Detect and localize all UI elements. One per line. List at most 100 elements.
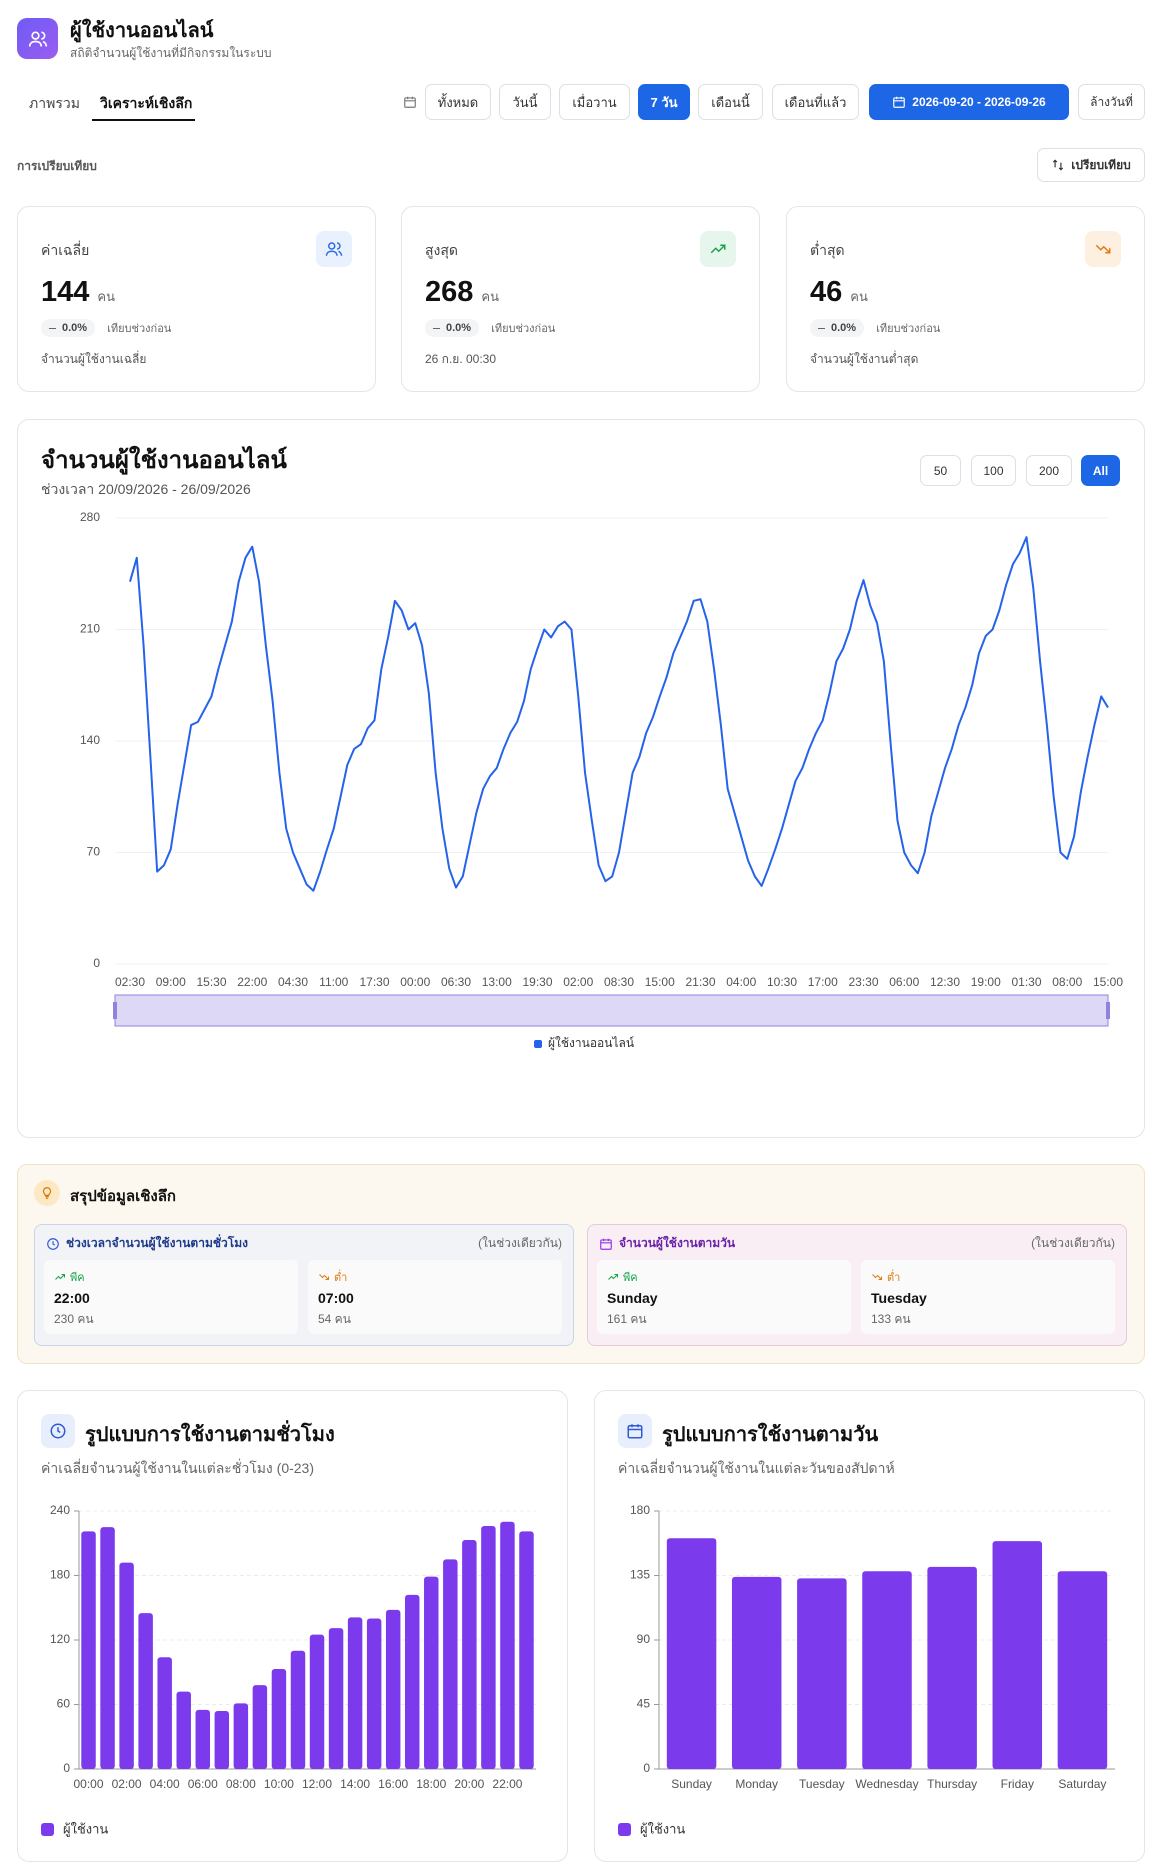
icon — [55, 1274, 65, 1280]
compare-button[interactable]: เปรียบเทียบ — [1037, 148, 1145, 182]
stat-value: 46 — [810, 276, 843, 308]
insight-item-value: Sunday — [607, 1290, 658, 1306]
stat-value-row: 268 คน — [425, 276, 499, 309]
icon — [325, 242, 343, 256]
insight-item-count: 54 คน — [318, 1312, 351, 1326]
card-icon — [41, 1414, 75, 1448]
icon-part — [404, 96, 416, 102]
icon-part — [50, 1423, 66, 1439]
icon-part — [628, 1424, 642, 1431]
icon — [28, 30, 47, 47]
insight-item-count: 133 คน — [871, 1312, 911, 1326]
icon-part — [608, 1274, 618, 1280]
chart-title: จำนวนผู้ใช้งานออนไลน์ — [41, 447, 287, 474]
tab-underline — [92, 119, 195, 121]
icon-part — [42, 1187, 52, 1199]
tab[interactable]: วิเคราะห์เชิงลึก — [100, 95, 193, 111]
compare-button-label: เปรียบเทียบ — [1071, 157, 1131, 172]
insight-item — [308, 1260, 562, 1334]
insight-item-label: ต่ำ — [887, 1272, 901, 1284]
insight-panel-header: จำนวนผู้ใช้งานตามวัน — [599, 1234, 735, 1253]
stat-unit: คน — [97, 289, 115, 304]
icon-part — [328, 242, 336, 250]
stat-value-row: 144 คน — [41, 276, 115, 309]
icon-part — [600, 1238, 612, 1250]
insight-item-label: พีค — [623, 1272, 638, 1284]
stat-change: 0.0% — [831, 322, 857, 334]
card-icon — [618, 1414, 652, 1448]
insight-item-label: ต่ำ — [334, 1272, 348, 1284]
icon-part — [47, 1237, 59, 1250]
insight-panel-note: (ในช่วงเดียวกัน) — [478, 1236, 562, 1250]
range-button[interactable]: 50 — [920, 455, 961, 486]
insight-item-label: พีค — [70, 1272, 85, 1284]
stat-change: 0.0% — [62, 322, 88, 334]
range-button[interactable]: 100 — [971, 455, 1016, 486]
insight-panel-note: (ในช่วงเดียวกัน) — [1031, 1236, 1115, 1250]
date-range-button[interactable]: 2026-09-20 - 2026-09-26 — [869, 84, 1069, 120]
icon — [608, 1274, 618, 1280]
chart-subtitle: ช่วงเวลา 20/09/2026 - 26/09/2026 — [41, 481, 251, 497]
stat-value: 144 — [41, 276, 90, 308]
stat-change-badge: 0.0% — [810, 319, 865, 337]
icon-part — [894, 96, 905, 102]
insight-item — [861, 1260, 1115, 1334]
stat-icon — [700, 231, 736, 267]
page-subtitle: สถิติจำนวนผู้ใช้งานที่มีกิจกรรมในระบบ — [70, 46, 272, 60]
range-button[interactable]: All — [1081, 455, 1120, 486]
insight-item-value: 22:00 — [54, 1290, 90, 1306]
icon — [872, 1274, 882, 1280]
chart-subtitle: ค่าเฉลี่ยจำนวนผู้ใช้งานในแต่ละชั่วโมง (0… — [41, 1460, 315, 1476]
app-icon — [17, 18, 58, 59]
icon — [1095, 244, 1111, 254]
filter-button[interactable]: ทั้งหมด — [425, 84, 491, 120]
clear-button[interactable]: ล้างวันที่ — [1078, 84, 1145, 120]
line-chart-card — [17, 419, 1145, 1138]
filter-button[interactable]: วันนี้ — [499, 84, 551, 120]
calendar-icon — [404, 96, 416, 108]
icon-part — [325, 242, 343, 256]
insight-item-count: 230 คน — [54, 1312, 94, 1326]
filter-button[interactable]: เดือนที่แล้ว — [772, 84, 859, 120]
insight-item-label-row: ต่ำ — [871, 1268, 900, 1286]
chart-title: รูปแบบการใช้งานตามวัน — [662, 1424, 879, 1446]
icon-part — [52, 1240, 56, 1246]
filter-button[interactable]: 7 วัน — [638, 84, 690, 120]
stat-change-note: เทียบช่วงก่อน — [107, 323, 172, 335]
icon — [627, 1424, 643, 1439]
stat-value-row: 46 คน — [810, 276, 868, 309]
range-button[interactable]: 200 — [1026, 455, 1072, 486]
icon-part — [627, 1425, 643, 1439]
filter-button[interactable]: เมื่อวาน — [559, 84, 630, 120]
dash-icon — [433, 327, 440, 329]
filter-button[interactable]: เดือนนี้ — [698, 84, 763, 120]
insight-item-value: Tuesday — [871, 1290, 927, 1306]
icon — [47, 1237, 59, 1250]
stat-change: 0.0% — [446, 322, 472, 334]
icon-part — [30, 30, 40, 40]
dash-icon — [49, 327, 56, 329]
tab[interactable]: ภาพรวม — [29, 95, 80, 111]
stat-label: สูงสุด — [425, 242, 459, 258]
insight-item-count: 161 คน — [607, 1312, 647, 1326]
icon-part — [55, 1274, 65, 1280]
stat-icon — [1085, 231, 1121, 267]
stat-change-note: เทียบช่วงก่อน — [491, 323, 556, 335]
insight-item — [44, 1260, 298, 1334]
icon — [710, 244, 726, 254]
stat-label: ค่าเฉลี่ย — [41, 242, 90, 258]
stat-label: ต่ำสุด — [810, 242, 845, 258]
insights-icon — [34, 1180, 60, 1206]
insights-title: สรุปข้อมูลเชิงลึก — [70, 1188, 176, 1205]
stat-change-row: 0.0% เทียบช่วงก่อน — [810, 319, 940, 337]
page-title: ผู้ใช้งานออนไลน์ — [70, 20, 214, 42]
icon — [600, 1238, 612, 1250]
stat-value: 268 — [425, 276, 474, 308]
insight-item-label-row: พีค — [607, 1268, 638, 1286]
stat-change-row: 0.0% เทียบช่วงก่อน — [425, 319, 555, 337]
icon-part — [57, 1427, 61, 1434]
icon — [893, 96, 906, 108]
insight-panel-header: ช่วงเวลาจำนวนผู้ใช้งานตามชั่วโมง — [46, 1234, 248, 1253]
insight-item-value: 07:00 — [318, 1290, 354, 1306]
icon — [50, 1423, 66, 1439]
